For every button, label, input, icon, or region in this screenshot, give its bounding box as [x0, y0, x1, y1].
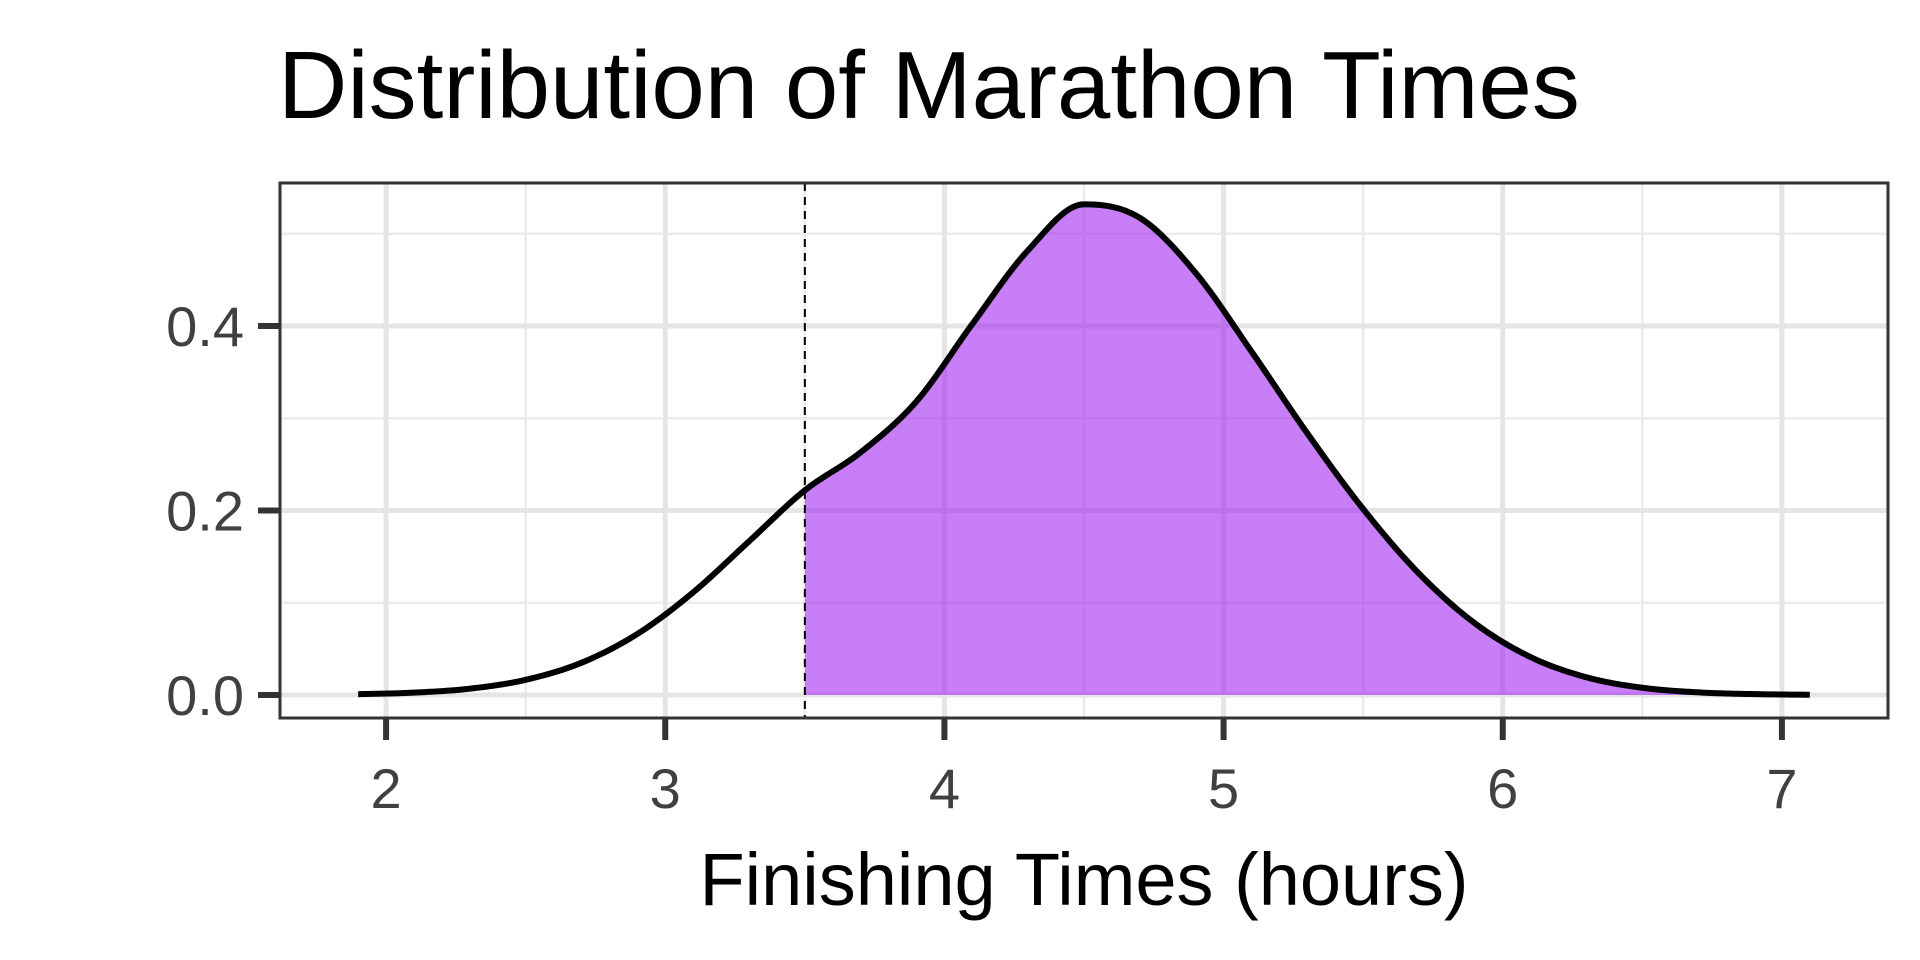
y-tick-label: 0.4 [166, 295, 244, 358]
y-tick-label: 0.0 [166, 664, 244, 727]
x-tick-label: 3 [650, 757, 681, 820]
x-tick-label: 5 [1208, 757, 1239, 820]
x-axis-label: Finishing Times (hours) [699, 838, 1468, 921]
shaded-area [804, 204, 1810, 695]
axes: 2 3 4 5 6 7 0.0 0.2 0.4 [166, 295, 1797, 820]
shaded-area-layer [804, 204, 1810, 695]
x-tick-label: 6 [1487, 757, 1518, 820]
density-curve [358, 201, 1810, 698]
chart-title: Distribution of Marathon Times [278, 32, 1580, 139]
x-tick-label: 4 [929, 757, 960, 820]
curve-layer [358, 201, 1810, 698]
y-tick-label: 0.2 [166, 479, 244, 542]
panel-border [278, 181, 1890, 720]
x-tick-label: 2 [371, 757, 402, 820]
x-tick-label: 7 [1766, 757, 1797, 820]
